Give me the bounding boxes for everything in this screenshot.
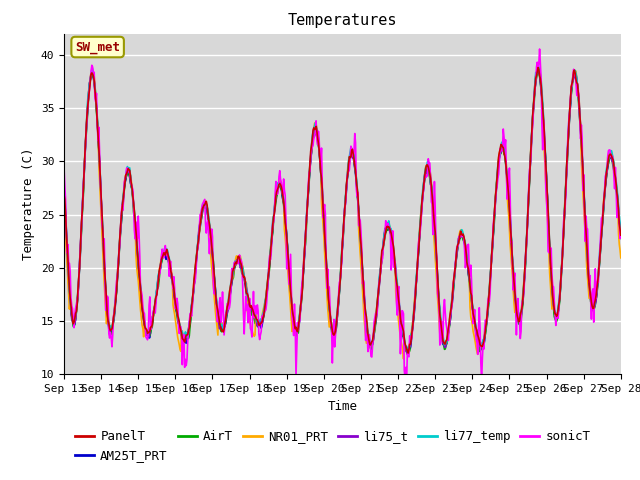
Title: Temperatures: Temperatures xyxy=(287,13,397,28)
Legend: PanelT, AM25T_PRT, AirT, NR01_PRT, li75_t, li77_temp, sonicT: PanelT, AM25T_PRT, AirT, NR01_PRT, li75_… xyxy=(70,425,595,467)
Y-axis label: Temperature (C): Temperature (C) xyxy=(22,148,35,260)
X-axis label: Time: Time xyxy=(328,400,357,413)
Text: SW_met: SW_met xyxy=(75,40,120,54)
